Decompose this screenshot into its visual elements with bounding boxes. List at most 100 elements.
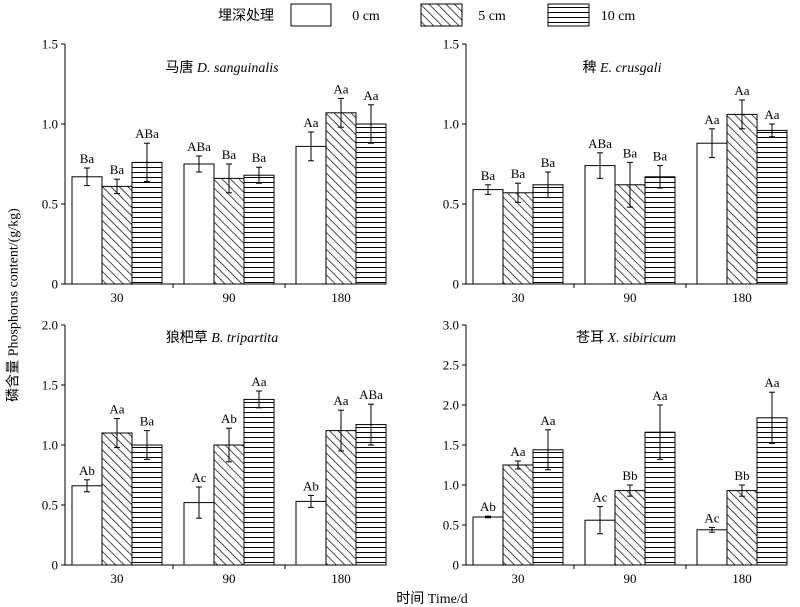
bar-series-2-group-1: [101, 185, 133, 285]
panel-title: 狼杷草 B. tripartita: [166, 330, 278, 346]
bar-series-1-group-1: [472, 189, 504, 285]
bar-series-3-group-1: [131, 444, 163, 566]
legend-label-5cm: 5 cm: [478, 9, 506, 24]
x-tick-label: 180: [732, 571, 752, 586]
bar-series-1-group-3: [696, 529, 728, 566]
y-tick-label: 1.5: [42, 378, 58, 393]
significance-label: Ba: [110, 162, 125, 177]
y-tick-label: 2.0: [443, 398, 459, 413]
bar-series-3-group-1: [532, 449, 564, 566]
bar-series-3-group-2: [243, 398, 275, 566]
significance-label: Ac: [592, 490, 607, 505]
chart-panels: Ba ABa Aa Ba Ba Aa ABa Ba Aa 0 0.5 1.0 1.5 30 90 180 马唐 …: [42, 37, 788, 586]
x-tick-label: 30: [111, 290, 124, 305]
x-tick-label: 30: [512, 571, 525, 586]
significance-label: Aa: [510, 444, 525, 459]
y-tick-label: 1.0: [443, 478, 459, 493]
x-tick-label: 90: [624, 290, 637, 305]
bar-series-2-group-3: [726, 113, 758, 285]
panel-title-latin: X. sibiricum: [607, 331, 676, 346]
panel-title-cn: 苍耳: [576, 330, 604, 346]
y-tick-label: 2.5: [443, 358, 459, 373]
bar-series-1-group-3: [696, 142, 728, 285]
x-tick-label: 90: [624, 571, 637, 586]
bar-series-3-group-1: [532, 184, 564, 285]
x-tick-label: 180: [331, 290, 351, 305]
panel-title-latin: E. crusgali: [599, 61, 662, 76]
x-tick-label: 90: [223, 290, 236, 305]
bar-series-3-group-2: [644, 176, 676, 285]
panel-title-cn: 稗: [583, 60, 597, 76]
significance-label: Ab: [79, 463, 95, 478]
panel-title-latin: B. tripartita: [211, 331, 278, 346]
bar-series-2-group-2: [213, 177, 245, 285]
significance-label: Aa: [303, 115, 318, 130]
y-tick-label: 3.0: [443, 318, 459, 333]
panel-title-latin: D. sanguinalis: [196, 61, 279, 76]
bar-series-2-group-1: [502, 464, 534, 566]
y-tick-label: 1.5: [42, 37, 58, 52]
legend-label-10cm: 10 cm: [601, 9, 636, 24]
significance-label: Ba: [140, 414, 155, 429]
panel-title-cn: 狼杷草: [166, 330, 208, 346]
significance-label: Bb: [734, 468, 749, 483]
significance-label: Aa: [704, 112, 719, 127]
y-tick-label: 2.0: [42, 318, 58, 333]
bar-series-2-group-1: [502, 192, 534, 285]
y-tick-label: 1.5: [443, 438, 459, 453]
significance-label: Aa: [540, 413, 555, 428]
bar-series-2-group-2: [213, 444, 245, 566]
panel-title: 马唐 D. sanguinalis: [165, 59, 279, 76]
chart-panel-2: Ba ABa Aa Ba Ba Aa Ba Ba Aa 0 0.5 1.0 1.5 30 90 180 稗 E.…: [443, 37, 788, 305]
x-tick-label: 180: [732, 290, 752, 305]
bar-series-1-group-3: [295, 500, 327, 566]
bar-series-3-group-3: [355, 123, 387, 285]
significance-label: Ba: [653, 149, 668, 164]
significance-label: Aa: [333, 81, 348, 96]
y-tick-label: 1.0: [42, 438, 58, 453]
significance-label: Bb: [622, 468, 637, 483]
legend-label-0cm: 0 cm: [352, 9, 380, 24]
bar-series-1-group-2: [183, 163, 215, 285]
significance-label: Ba: [80, 151, 95, 166]
significance-label: Ac: [704, 510, 719, 525]
bar-series-2-group-3: [726, 490, 758, 566]
bar-series-1-group-1: [71, 485, 103, 566]
y-tick-label: 0.5: [42, 197, 58, 212]
significance-label: Aa: [109, 402, 124, 417]
bar-series-1-group-3: [295, 145, 327, 285]
significance-label: Ba: [252, 150, 267, 165]
significance-label: Aa: [764, 107, 779, 122]
x-tick-label: 90: [223, 571, 236, 586]
legend: 埋深处理 0 cm 5 cm 10 cm: [218, 3, 636, 27]
y-tick-label: 0.5: [443, 197, 459, 212]
bar-series-2-group-1: [101, 432, 133, 566]
chart-panel-3: Ab Ac Ab Aa Ab Aa Ba Aa ABa 0 0.5 1.0 1.5 2.0 30 90 180 狼…: [42, 318, 387, 586]
significance-label: Aa: [251, 374, 266, 389]
y-tick-label: 0.5: [443, 518, 459, 533]
significance-label: Aa: [764, 375, 779, 390]
significance-label: ABa: [588, 136, 612, 151]
legend-swatch-0cm: [290, 3, 332, 27]
panel-title-cn: 马唐: [165, 59, 193, 76]
y-tick-label: 0: [453, 558, 460, 573]
y-tick-label: 0: [453, 277, 460, 292]
bar-series-3-group-3: [756, 129, 788, 285]
significance-label: Ba: [623, 145, 638, 160]
x-tick-label: 180: [331, 571, 351, 586]
significance-label: Aa: [363, 88, 378, 103]
significance-label: ABa: [135, 126, 159, 141]
y-tick-label: 1.5: [443, 37, 459, 52]
bar-series-1-group-1: [71, 176, 103, 285]
significance-label: Ab: [221, 411, 237, 426]
bar-series-2-group-2: [614, 490, 646, 566]
panel-title: 稗 E. crusgali: [583, 60, 662, 76]
legend-swatch-10cm: [547, 3, 590, 27]
y-tick-label: 0: [52, 277, 59, 292]
significance-label: ABa: [187, 139, 211, 154]
y-tick-label: 0.5: [42, 498, 58, 513]
x-axis-title: 时间 Time/d: [396, 591, 467, 607]
bar-series-1-group-2: [584, 165, 616, 285]
bar-series-2-group-3: [325, 112, 357, 285]
